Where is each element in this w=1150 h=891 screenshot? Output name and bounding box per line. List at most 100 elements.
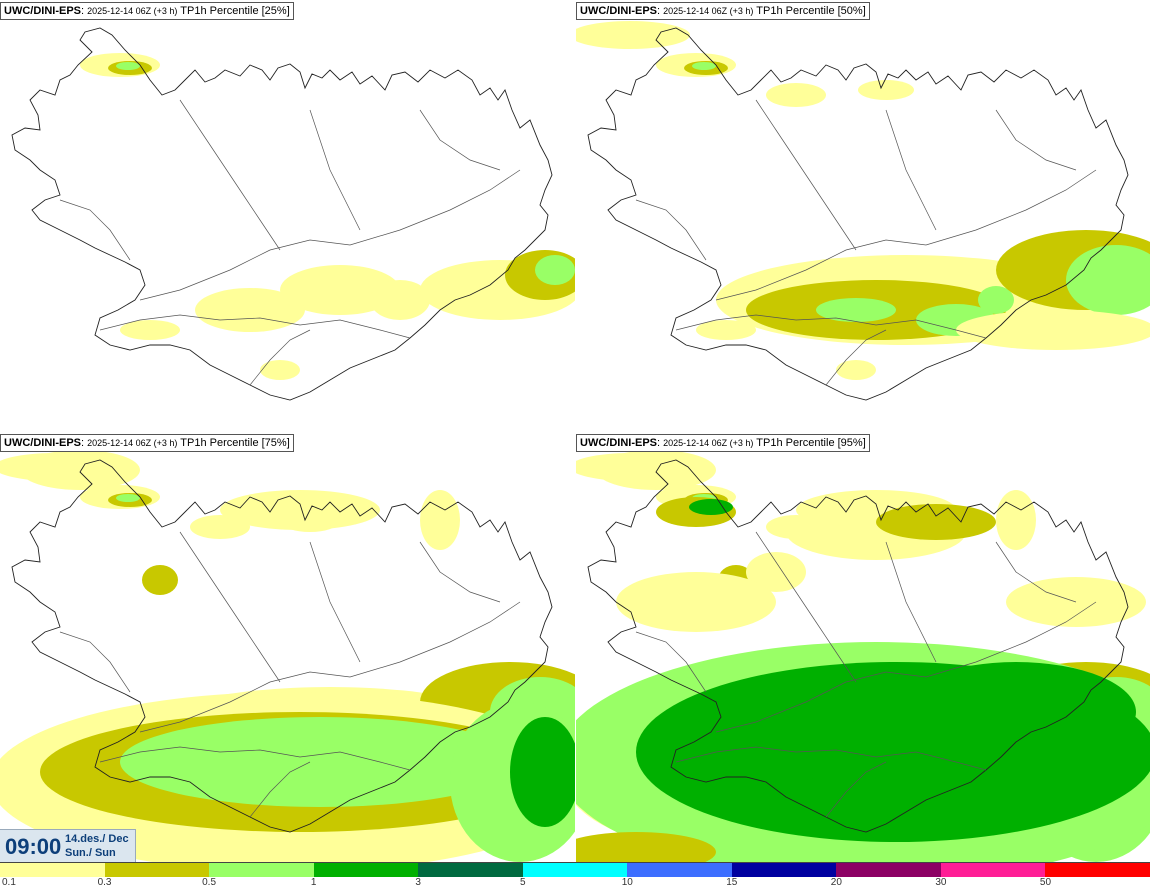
precipitation-map (576, 450, 1150, 862)
valid-time: 09:00 (5, 834, 62, 859)
road-line (309, 109, 361, 231)
road-line (755, 531, 857, 683)
road-line (825, 329, 887, 386)
model-name: UWC/DINI-EPS (4, 5, 81, 17)
precip-area (510, 717, 575, 827)
precip-area (692, 62, 716, 70)
precip-area (576, 21, 690, 49)
road-line (675, 314, 987, 339)
precip-area (280, 265, 400, 315)
road-line (995, 541, 1077, 603)
road-line (139, 169, 521, 301)
panel-top-left: UWC/DINI-EPS: 2025-12-14 06Z (+3 h) TP1h… (0, 0, 575, 430)
coastline (587, 27, 1129, 401)
road-line (995, 109, 1077, 171)
road-line (59, 631, 131, 693)
colorbar-segment (0, 863, 106, 877)
precip-area (746, 552, 806, 592)
coastline (587, 459, 1129, 833)
precipitation-colorbar (0, 862, 1150, 877)
colorbar-tick: 0.1 (2, 877, 16, 888)
precip-area (120, 717, 520, 807)
precip-area (766, 83, 826, 107)
model-name: UWC/DINI-EPS (580, 437, 657, 449)
precip-area (120, 320, 180, 340)
road-line (419, 541, 501, 603)
colorbar-segment (209, 863, 315, 877)
valid-time-box: 09:00 14.des./ Dec Sun./ Sun (0, 829, 136, 862)
road-line (635, 631, 707, 693)
model-name: UWC/DINI-EPS (4, 437, 81, 449)
coastline (11, 27, 553, 401)
precip-area (535, 255, 575, 285)
field-name: TP1h Percentile [75%] (180, 437, 290, 449)
valid-date: 14.des./ Dec Sun./ Sun (65, 832, 129, 860)
colorbar-segment (627, 863, 733, 877)
model-name: UWC/DINI-EPS (580, 5, 657, 17)
panel-bottom-left: UWC/DINI-EPS: 2025-12-14 06Z (+3 h) TP1h… (0, 432, 575, 862)
road-line (179, 531, 281, 683)
road-line (825, 761, 887, 818)
precip-area (1066, 245, 1150, 315)
precip-area (260, 360, 300, 380)
colorbar-tick-labels: 0.1 0.3 0.5 1 3 5 10 15 20 30 50 (0, 876, 1150, 891)
panel-bottom-right: UWC/DINI-EPS: 2025-12-14 06Z (+3 h) TP1h… (576, 432, 1150, 862)
road-line (309, 541, 361, 663)
colorbar-tick: 15 (726, 877, 738, 888)
colorbar-tick: 0.3 (97, 877, 112, 888)
precip-area (195, 288, 305, 332)
panel-top-right: UWC/DINI-EPS: 2025-12-14 06Z (+3 h) TP1h… (576, 0, 1150, 430)
road-line (249, 329, 311, 386)
road-line (715, 169, 1097, 301)
precip-area (996, 490, 1036, 550)
precip-area (20, 450, 140, 490)
precip-area (858, 80, 914, 100)
colorbar-tick: 3 (415, 877, 421, 888)
precip-area (142, 565, 178, 595)
precip-area (956, 310, 1150, 350)
road-line (179, 99, 281, 251)
colorbar-tick: 50 (1039, 877, 1052, 888)
precip-area (876, 504, 996, 540)
road-line (99, 746, 411, 771)
road-line (249, 761, 311, 818)
run-time: 2025-12-14 06Z (+3 h) (87, 438, 178, 448)
precip-area (370, 280, 430, 320)
precipitation-map (11, 27, 575, 401)
colorbar-segment (1045, 863, 1150, 877)
colorbar-tick: 1 (310, 877, 317, 888)
panel-title: UWC/DINI-EPS: 2025-12-14 06Z (+3 h) TP1h… (576, 2, 870, 20)
precip-area (576, 832, 716, 862)
field-name: TP1h Percentile [50%] (756, 5, 866, 17)
road-line (885, 109, 937, 231)
road-line (635, 199, 707, 261)
road-line (59, 199, 131, 261)
colorbar-segment (940, 863, 1047, 877)
road-line (139, 601, 521, 733)
road-line (755, 99, 857, 251)
coastline (11, 459, 553, 833)
precip-area (696, 320, 756, 340)
precip-area (689, 499, 733, 515)
colorbar-tick: 20 (830, 877, 842, 888)
road-line (99, 314, 411, 339)
colorbar-tick: 5 (519, 877, 526, 888)
road-line (419, 109, 501, 171)
precip-area (836, 360, 876, 380)
valid-date-line2: Sun./ Sun (65, 847, 116, 859)
colorbar-segment (836, 863, 942, 877)
panel-title: UWC/DINI-EPS: 2025-12-14 06Z (+3 h) TP1h… (0, 2, 294, 20)
road-line (675, 746, 987, 771)
precip-area (686, 702, 866, 782)
precip-area (616, 572, 776, 632)
colorbar-tick: 10 (621, 877, 633, 888)
colorbar-tick: 0.5 (202, 877, 217, 888)
colorbar-segment (731, 863, 838, 877)
precip-area (816, 298, 896, 322)
colorbar-segment (104, 863, 211, 877)
precip-area (220, 490, 380, 530)
colorbar-segment (418, 863, 524, 877)
colorbar-tick: 30 (935, 877, 947, 888)
run-time: 2025-12-14 06Z (+3 h) (663, 438, 754, 448)
valid-date-line1: 14.des./ Dec (65, 833, 129, 845)
